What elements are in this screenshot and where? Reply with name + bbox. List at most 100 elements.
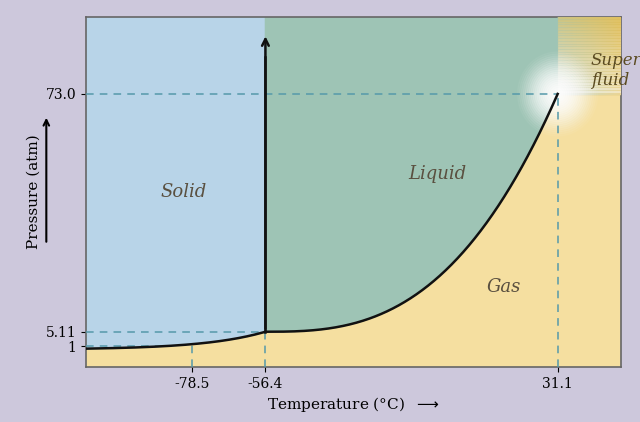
Polygon shape [557, 3, 621, 4]
Polygon shape [588, 0, 589, 94]
Polygon shape [557, 32, 621, 34]
Polygon shape [568, 0, 569, 94]
Polygon shape [557, 67, 621, 69]
Polygon shape [557, 45, 621, 47]
Polygon shape [557, 89, 621, 91]
Polygon shape [557, 37, 621, 39]
Polygon shape [579, 0, 580, 94]
Circle shape [524, 58, 592, 130]
Polygon shape [557, 26, 621, 28]
Polygon shape [557, 31, 621, 32]
Polygon shape [557, 54, 621, 56]
Polygon shape [557, 41, 621, 42]
Polygon shape [557, 12, 621, 14]
Polygon shape [601, 0, 602, 94]
Polygon shape [575, 0, 576, 94]
Polygon shape [557, 70, 621, 72]
Polygon shape [557, 88, 621, 89]
Polygon shape [86, 0, 266, 349]
X-axis label: Temperature (°C)  $\longrightarrow$: Temperature (°C) $\longrightarrow$ [267, 395, 440, 414]
Circle shape [529, 64, 586, 124]
Polygon shape [618, 0, 620, 94]
Polygon shape [598, 0, 600, 94]
Polygon shape [559, 0, 560, 94]
Polygon shape [557, 64, 621, 65]
Polygon shape [557, 69, 621, 70]
Polygon shape [561, 0, 562, 94]
Polygon shape [569, 0, 570, 94]
Polygon shape [557, 83, 621, 84]
Polygon shape [604, 0, 605, 94]
Polygon shape [266, 0, 621, 332]
Polygon shape [557, 15, 621, 17]
Polygon shape [620, 0, 621, 94]
Polygon shape [557, 51, 621, 53]
Polygon shape [587, 0, 588, 94]
Polygon shape [583, 0, 584, 94]
Polygon shape [607, 0, 608, 94]
Circle shape [545, 80, 571, 108]
Polygon shape [557, 72, 621, 73]
Circle shape [535, 70, 580, 118]
Polygon shape [557, 1, 621, 3]
Polygon shape [593, 0, 594, 94]
Text: Solid: Solid [160, 183, 206, 201]
Polygon shape [572, 0, 573, 94]
Polygon shape [577, 0, 578, 94]
Polygon shape [557, 35, 621, 37]
Polygon shape [602, 0, 603, 94]
Polygon shape [582, 0, 583, 94]
Polygon shape [557, 20, 621, 22]
Polygon shape [557, 62, 621, 64]
Circle shape [552, 88, 563, 100]
Polygon shape [557, 29, 621, 31]
Polygon shape [557, 5, 621, 7]
Polygon shape [557, 23, 621, 24]
Polygon shape [557, 28, 621, 29]
Polygon shape [594, 0, 595, 94]
Polygon shape [86, 94, 621, 367]
Polygon shape [557, 53, 621, 54]
Polygon shape [608, 0, 609, 94]
Polygon shape [611, 0, 612, 94]
Polygon shape [557, 50, 621, 51]
Polygon shape [557, 18, 621, 20]
Polygon shape [609, 0, 610, 94]
Polygon shape [567, 0, 568, 94]
Polygon shape [557, 61, 621, 62]
Polygon shape [557, 11, 621, 12]
Polygon shape [574, 0, 575, 94]
Polygon shape [586, 0, 587, 94]
Polygon shape [610, 0, 611, 94]
Circle shape [527, 62, 588, 126]
Polygon shape [616, 0, 617, 94]
Polygon shape [576, 0, 577, 94]
Polygon shape [581, 0, 582, 94]
Polygon shape [557, 48, 621, 50]
Text: Supercritical
fluid: Supercritical fluid [591, 52, 640, 89]
Polygon shape [557, 47, 621, 48]
Polygon shape [557, 17, 621, 18]
Polygon shape [560, 0, 561, 94]
Polygon shape [614, 0, 615, 94]
Text: Liquid: Liquid [408, 165, 466, 184]
Polygon shape [557, 24, 621, 26]
Polygon shape [557, 0, 621, 1]
Polygon shape [564, 0, 566, 94]
Polygon shape [591, 0, 593, 94]
Polygon shape [615, 0, 616, 94]
Polygon shape [557, 92, 621, 94]
Polygon shape [600, 0, 601, 94]
Circle shape [550, 87, 565, 102]
Circle shape [520, 54, 596, 134]
Polygon shape [557, 0, 559, 94]
Polygon shape [557, 81, 621, 83]
Polygon shape [557, 4, 621, 5]
Polygon shape [557, 14, 621, 15]
Circle shape [547, 82, 569, 106]
Polygon shape [584, 0, 586, 94]
Polygon shape [557, 42, 621, 43]
Polygon shape [605, 0, 606, 94]
Circle shape [525, 60, 590, 128]
Circle shape [537, 72, 579, 116]
